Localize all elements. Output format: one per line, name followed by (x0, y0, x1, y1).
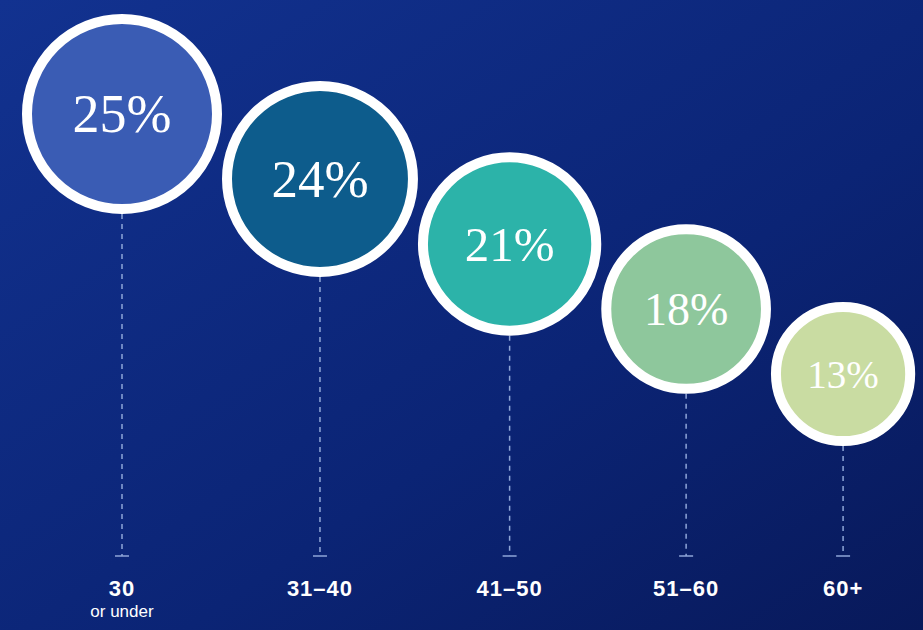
leader-line (121, 214, 123, 556)
chart: 25% 30or under 24% 31–40 21% 41–50 18% 51–60 13%… (0, 0, 923, 630)
value-label: 21% (465, 217, 555, 272)
category-line: 31–40 (287, 576, 353, 601)
leader-line (685, 394, 687, 556)
category-label: 60+ (823, 576, 863, 601)
value-label: 24% (271, 150, 368, 208)
value-label: 18% (644, 284, 728, 335)
leader-line (509, 336, 511, 556)
bubbles (27, 19, 910, 441)
bubble (423, 157, 596, 330)
category-line: 30 (109, 576, 135, 601)
leader-line (319, 277, 321, 556)
leader-foot (115, 555, 129, 557)
value-label: 13% (807, 353, 879, 396)
value-label: 25% (73, 84, 172, 144)
leader-foot (679, 555, 693, 557)
leader-foot (836, 555, 850, 557)
category-label: 41–50 (477, 576, 543, 601)
category-line: 41–50 (477, 576, 543, 601)
category-line: 60+ (823, 576, 863, 601)
labels: 25% 30or under 24% 31–40 21% 41–50 18% 51–60 13%… (73, 84, 879, 621)
bubble (606, 229, 766, 389)
bubble (227, 86, 413, 272)
category-label: 30or under (90, 576, 154, 621)
bubble (776, 307, 910, 441)
category-line: 51–60 (653, 576, 719, 601)
bubble (27, 19, 217, 209)
category-line: or under (90, 602, 154, 621)
leader-lines (115, 214, 850, 556)
category-label: 51–60 (653, 576, 719, 601)
background (0, 0, 923, 630)
leader-line (842, 446, 844, 556)
leader-foot (503, 555, 517, 557)
category-label: 31–40 (287, 576, 353, 601)
leader-foot (313, 555, 327, 557)
